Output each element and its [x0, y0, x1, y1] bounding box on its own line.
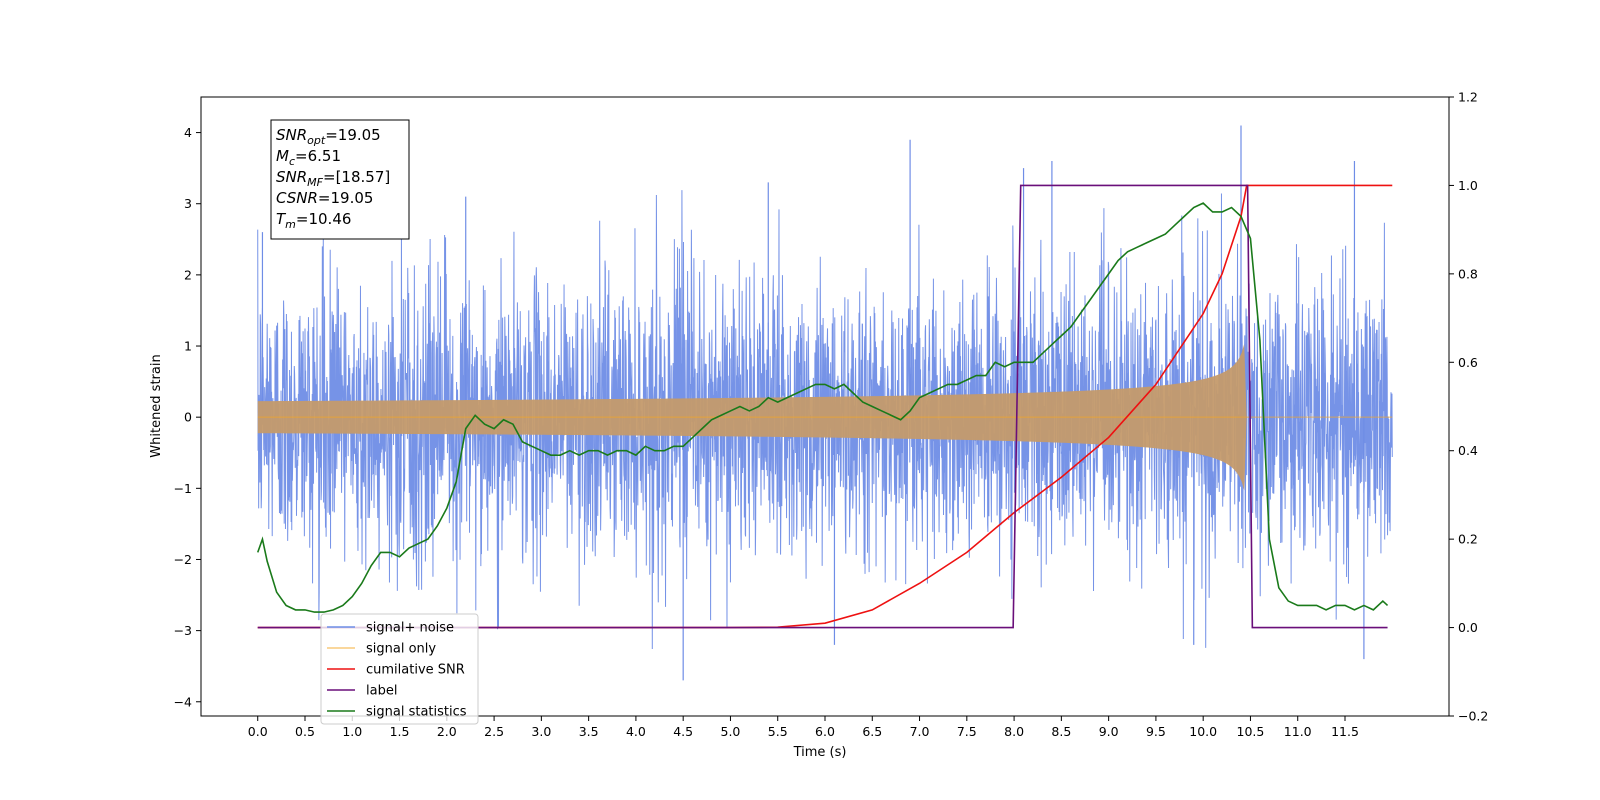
x-tick-label: 6.5: [862, 724, 882, 739]
legend-entry: signal statistics: [366, 705, 467, 720]
stats-line: CSNR=19.05: [276, 189, 373, 207]
y-left-tick-label: 4: [184, 125, 192, 140]
x-tick-label: 2.0: [437, 724, 457, 739]
x-tick-label: 10.5: [1237, 724, 1265, 739]
y-right-tick-label: 0.0: [1458, 620, 1478, 635]
legend: signal+ noise signal only cumilative SNR la…: [320, 613, 479, 725]
y-right-axis: −0.2 0.0 0.2 0.4 0.6 0.8 1.0 1.2: [1449, 90, 1488, 724]
y-axis-label: Whitened strain: [149, 354, 164, 457]
x-tick-label: 1.0: [342, 724, 362, 739]
legend-entry: signal only: [366, 642, 436, 657]
x-tick-label: 0.5: [295, 724, 315, 739]
y-left-tick-label: −4: [174, 694, 192, 709]
x-tick-label: 5.5: [768, 724, 788, 739]
y-left-tick-label: −3: [174, 623, 192, 638]
stats-line: SNRMF=[18.57]: [276, 168, 390, 189]
y-right-tick-label: 0.4: [1458, 443, 1478, 458]
series-signal-statistics: [256, 202, 1389, 613]
x-tick-label: 8.0: [1004, 724, 1024, 739]
y-left-tick-label: 1: [184, 339, 192, 354]
legend-entry: cumilative SNR: [366, 663, 465, 678]
x-axis: 0.0 0.5 1.0 1.5 2.0 2.5 3.0 3.5 4.0 4.5 5.0 5.5 6.0 6…: [248, 716, 1359, 739]
stats-line: Tm=10.46: [276, 210, 351, 231]
y-right-tick-label: 0.6: [1458, 355, 1478, 370]
y-left-tick-label: 2: [184, 267, 192, 282]
y-right-tick-label: 0.8: [1458, 266, 1478, 281]
series-label: [257, 184, 1388, 629]
y-left-tick-label: 3: [184, 196, 192, 211]
x-tick-label: 4.5: [673, 724, 693, 739]
y-right-tick-label: −0.2: [1458, 709, 1488, 724]
x-tick-label: 8.5: [1051, 724, 1071, 739]
y-right-tick-label: 1.2: [1458, 90, 1478, 105]
x-tick-label: 9.5: [1146, 724, 1166, 739]
y-right-tick-label: 0.2: [1458, 532, 1478, 547]
x-tick-label: 11.5: [1331, 724, 1359, 739]
x-tick-label: 7.0: [910, 724, 930, 739]
legend-entry: label: [366, 684, 397, 699]
stats-box-frame: [270, 119, 410, 240]
y-left-tick-label: −2: [174, 552, 192, 567]
x-tick-label: 4.0: [626, 724, 646, 739]
x-tick-label: 2.5: [484, 724, 504, 739]
y-right-tick-label: 1.0: [1458, 178, 1478, 193]
series-signal-noise-peaks: [261, 125, 1365, 681]
x-axis-label: Time (s): [793, 745, 847, 760]
stats-line: Mc=6.51: [276, 147, 341, 168]
stats-line: SNRopt=19.05: [276, 126, 381, 147]
legend-entry: signal+ noise: [366, 621, 454, 636]
y-left-tick-label: 0: [184, 410, 192, 425]
x-tick-label: 0.0: [248, 724, 268, 739]
x-tick-label: 7.5: [957, 724, 977, 739]
x-tick-label: 11.0: [1284, 724, 1312, 739]
x-tick-label: 3.0: [531, 724, 551, 739]
plot-area: [256, 125, 1393, 681]
legend-frame: [320, 613, 479, 725]
x-tick-label: 10.0: [1189, 724, 1217, 739]
stats-annotation-box: SNRopt=19.05Mc=6.51SNRMF=[18.57]CSNR=19.…: [270, 119, 410, 240]
series-cumulative-snr: [257, 184, 1393, 629]
x-tick-label: 6.0: [815, 724, 835, 739]
x-tick-label: 5.0: [721, 724, 741, 739]
y-left-axis: −4 −3 −2 −1 0 1 2 3 4: [174, 125, 201, 709]
x-tick-label: 9.0: [1099, 724, 1119, 739]
x-tick-label: 1.5: [390, 724, 410, 739]
y-left-tick-label: −1: [174, 481, 192, 496]
x-tick-label: 3.5: [579, 724, 599, 739]
